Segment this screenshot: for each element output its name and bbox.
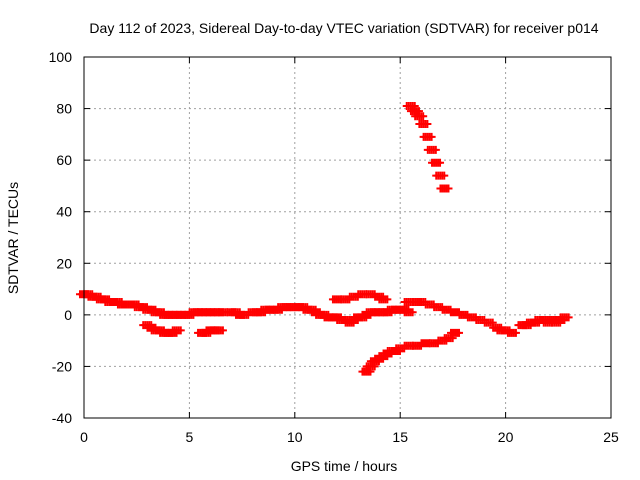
y-tick-label: -20 [52,358,72,374]
x-tick-label: 15 [392,429,408,445]
series-mid-band [223,303,417,327]
y-axis-label: SDTVAR / TECUs [5,182,21,294]
data-point [440,171,449,180]
x-tick-label: 0 [80,429,88,445]
series-early-dip [139,321,185,337]
data-point [564,313,573,322]
plot-area-frame [83,56,612,419]
y-tick-label: 100 [49,49,73,65]
series-evening-band [400,297,520,337]
data-point [176,326,185,335]
data-point [419,112,428,121]
data-point [423,120,432,129]
x-tick-label: 20 [498,429,514,445]
data-point [427,132,436,141]
x-tick-label: 5 [186,429,194,445]
y-tick-label: 0 [64,307,72,323]
y-tick-label: 80 [56,101,72,117]
data-points [76,101,573,376]
data-point [436,158,445,167]
data-point [511,328,520,337]
grid-lines [84,57,611,418]
data-point [455,328,464,337]
series-high-arc [402,101,453,193]
data-point [431,145,440,154]
series-morning-dip [194,326,227,337]
data-point [383,295,392,304]
y-tick-label: -40 [52,410,72,426]
x-tick-label: 10 [287,429,303,445]
y-tick-label: 40 [56,204,72,220]
axis-ticks: 0 5 10 15 20 25 -40 -20 0 20 40 60 80 100 [49,49,619,445]
data-point [218,326,227,335]
x-tick-label: 25 [603,429,619,445]
y-tick-label: 60 [56,152,72,168]
x-axis-label: GPS time / hours [291,458,398,474]
data-point [408,308,417,317]
series-afternoon-bump [328,290,392,304]
series-negative-arc [358,328,464,376]
series-late-band [514,313,573,330]
series-main-band [76,290,232,319]
y-tick-label: 20 [56,255,72,271]
chart-title: Day 112 of 2023, Sidereal Day-to-day VTE… [89,20,598,36]
data-point [444,184,453,193]
